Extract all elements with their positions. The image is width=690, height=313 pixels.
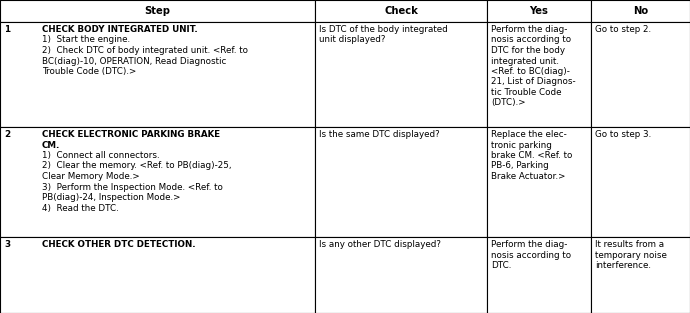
Text: 1)  Start the engine.: 1) Start the engine. bbox=[42, 35, 130, 44]
Text: 2)  Check DTC of body integrated unit. <Ref. to: 2) Check DTC of body integrated unit. <R… bbox=[42, 46, 248, 55]
Text: BC(diag)-10, OPERATION, Read Diagnostic: BC(diag)-10, OPERATION, Read Diagnostic bbox=[42, 57, 226, 65]
Text: CHECK ELECTRONIC PARKING BRAKE: CHECK ELECTRONIC PARKING BRAKE bbox=[42, 130, 220, 139]
Bar bbox=[315, 0, 487, 22]
Text: <Ref. to BC(diag)-: <Ref. to BC(diag)- bbox=[491, 67, 570, 76]
Text: tronic parking: tronic parking bbox=[491, 141, 552, 150]
Text: Perform the diag-: Perform the diag- bbox=[491, 25, 567, 34]
Text: No: No bbox=[633, 6, 648, 16]
Text: unit displayed?: unit displayed? bbox=[319, 35, 386, 44]
Bar bbox=[0, 22, 315, 127]
Text: tic Trouble Code: tic Trouble Code bbox=[491, 88, 562, 97]
Text: It results from a: It results from a bbox=[595, 240, 664, 249]
Text: Go to step 2.: Go to step 2. bbox=[595, 25, 651, 34]
Text: Is any other DTC displayed?: Is any other DTC displayed? bbox=[319, 240, 441, 249]
Text: temporary noise: temporary noise bbox=[595, 250, 667, 259]
Text: CHECK BODY INTEGRATED UNIT.: CHECK BODY INTEGRATED UNIT. bbox=[42, 25, 198, 34]
Text: interference.: interference. bbox=[595, 261, 651, 270]
Text: nosis according to: nosis according to bbox=[491, 250, 571, 259]
Text: Check: Check bbox=[384, 6, 418, 16]
Text: 1: 1 bbox=[4, 25, 10, 34]
Text: Is DTC of the body integrated: Is DTC of the body integrated bbox=[319, 25, 448, 34]
Text: 2: 2 bbox=[4, 130, 10, 139]
Bar bbox=[591, 22, 690, 127]
Text: brake CM. <Ref. to: brake CM. <Ref. to bbox=[491, 151, 573, 160]
Text: Clear Memory Mode.>: Clear Memory Mode.> bbox=[42, 172, 139, 181]
Bar bbox=[315, 237, 487, 313]
Text: Is the same DTC displayed?: Is the same DTC displayed? bbox=[319, 130, 440, 139]
Text: Step: Step bbox=[144, 6, 170, 16]
Text: CM.: CM. bbox=[42, 141, 61, 150]
Text: 4)  Read the DTC.: 4) Read the DTC. bbox=[42, 203, 119, 213]
Text: PB(diag)-24, Inspection Mode.>: PB(diag)-24, Inspection Mode.> bbox=[42, 193, 180, 202]
Bar bbox=[0, 0, 315, 22]
Text: Yes: Yes bbox=[529, 6, 549, 16]
Text: PB-6, Parking: PB-6, Parking bbox=[491, 162, 549, 171]
Bar bbox=[487, 22, 591, 127]
Text: CHECK OTHER DTC DETECTION.: CHECK OTHER DTC DETECTION. bbox=[42, 240, 196, 249]
Text: 21, List of Diagnos-: 21, List of Diagnos- bbox=[491, 78, 575, 86]
Text: integrated unit.: integrated unit. bbox=[491, 57, 559, 65]
Text: Perform the diag-: Perform the diag- bbox=[491, 240, 567, 249]
Text: DTC for the body: DTC for the body bbox=[491, 46, 565, 55]
Text: 1)  Connect all connectors.: 1) Connect all connectors. bbox=[42, 151, 159, 160]
Text: DTC.: DTC. bbox=[491, 261, 511, 270]
Bar bbox=[591, 0, 690, 22]
Text: 3)  Perform the Inspection Mode. <Ref. to: 3) Perform the Inspection Mode. <Ref. to bbox=[42, 182, 223, 192]
Bar bbox=[591, 127, 690, 237]
Bar bbox=[0, 237, 315, 313]
Bar bbox=[591, 237, 690, 313]
Text: Replace the elec-: Replace the elec- bbox=[491, 130, 566, 139]
Text: Trouble Code (DTC).>: Trouble Code (DTC).> bbox=[42, 67, 136, 76]
Bar bbox=[487, 127, 591, 237]
Bar bbox=[0, 127, 315, 237]
Text: nosis according to: nosis according to bbox=[491, 35, 571, 44]
Bar bbox=[315, 22, 487, 127]
Bar bbox=[487, 237, 591, 313]
Text: Brake Actuator.>: Brake Actuator.> bbox=[491, 172, 565, 181]
Text: Go to step 3.: Go to step 3. bbox=[595, 130, 651, 139]
Bar bbox=[315, 127, 487, 237]
Text: 2)  Clear the memory. <Ref. to PB(diag)-25,: 2) Clear the memory. <Ref. to PB(diag)-2… bbox=[42, 162, 232, 171]
Text: 3: 3 bbox=[4, 240, 10, 249]
Text: (DTC).>: (DTC).> bbox=[491, 99, 526, 107]
Bar bbox=[487, 0, 591, 22]
